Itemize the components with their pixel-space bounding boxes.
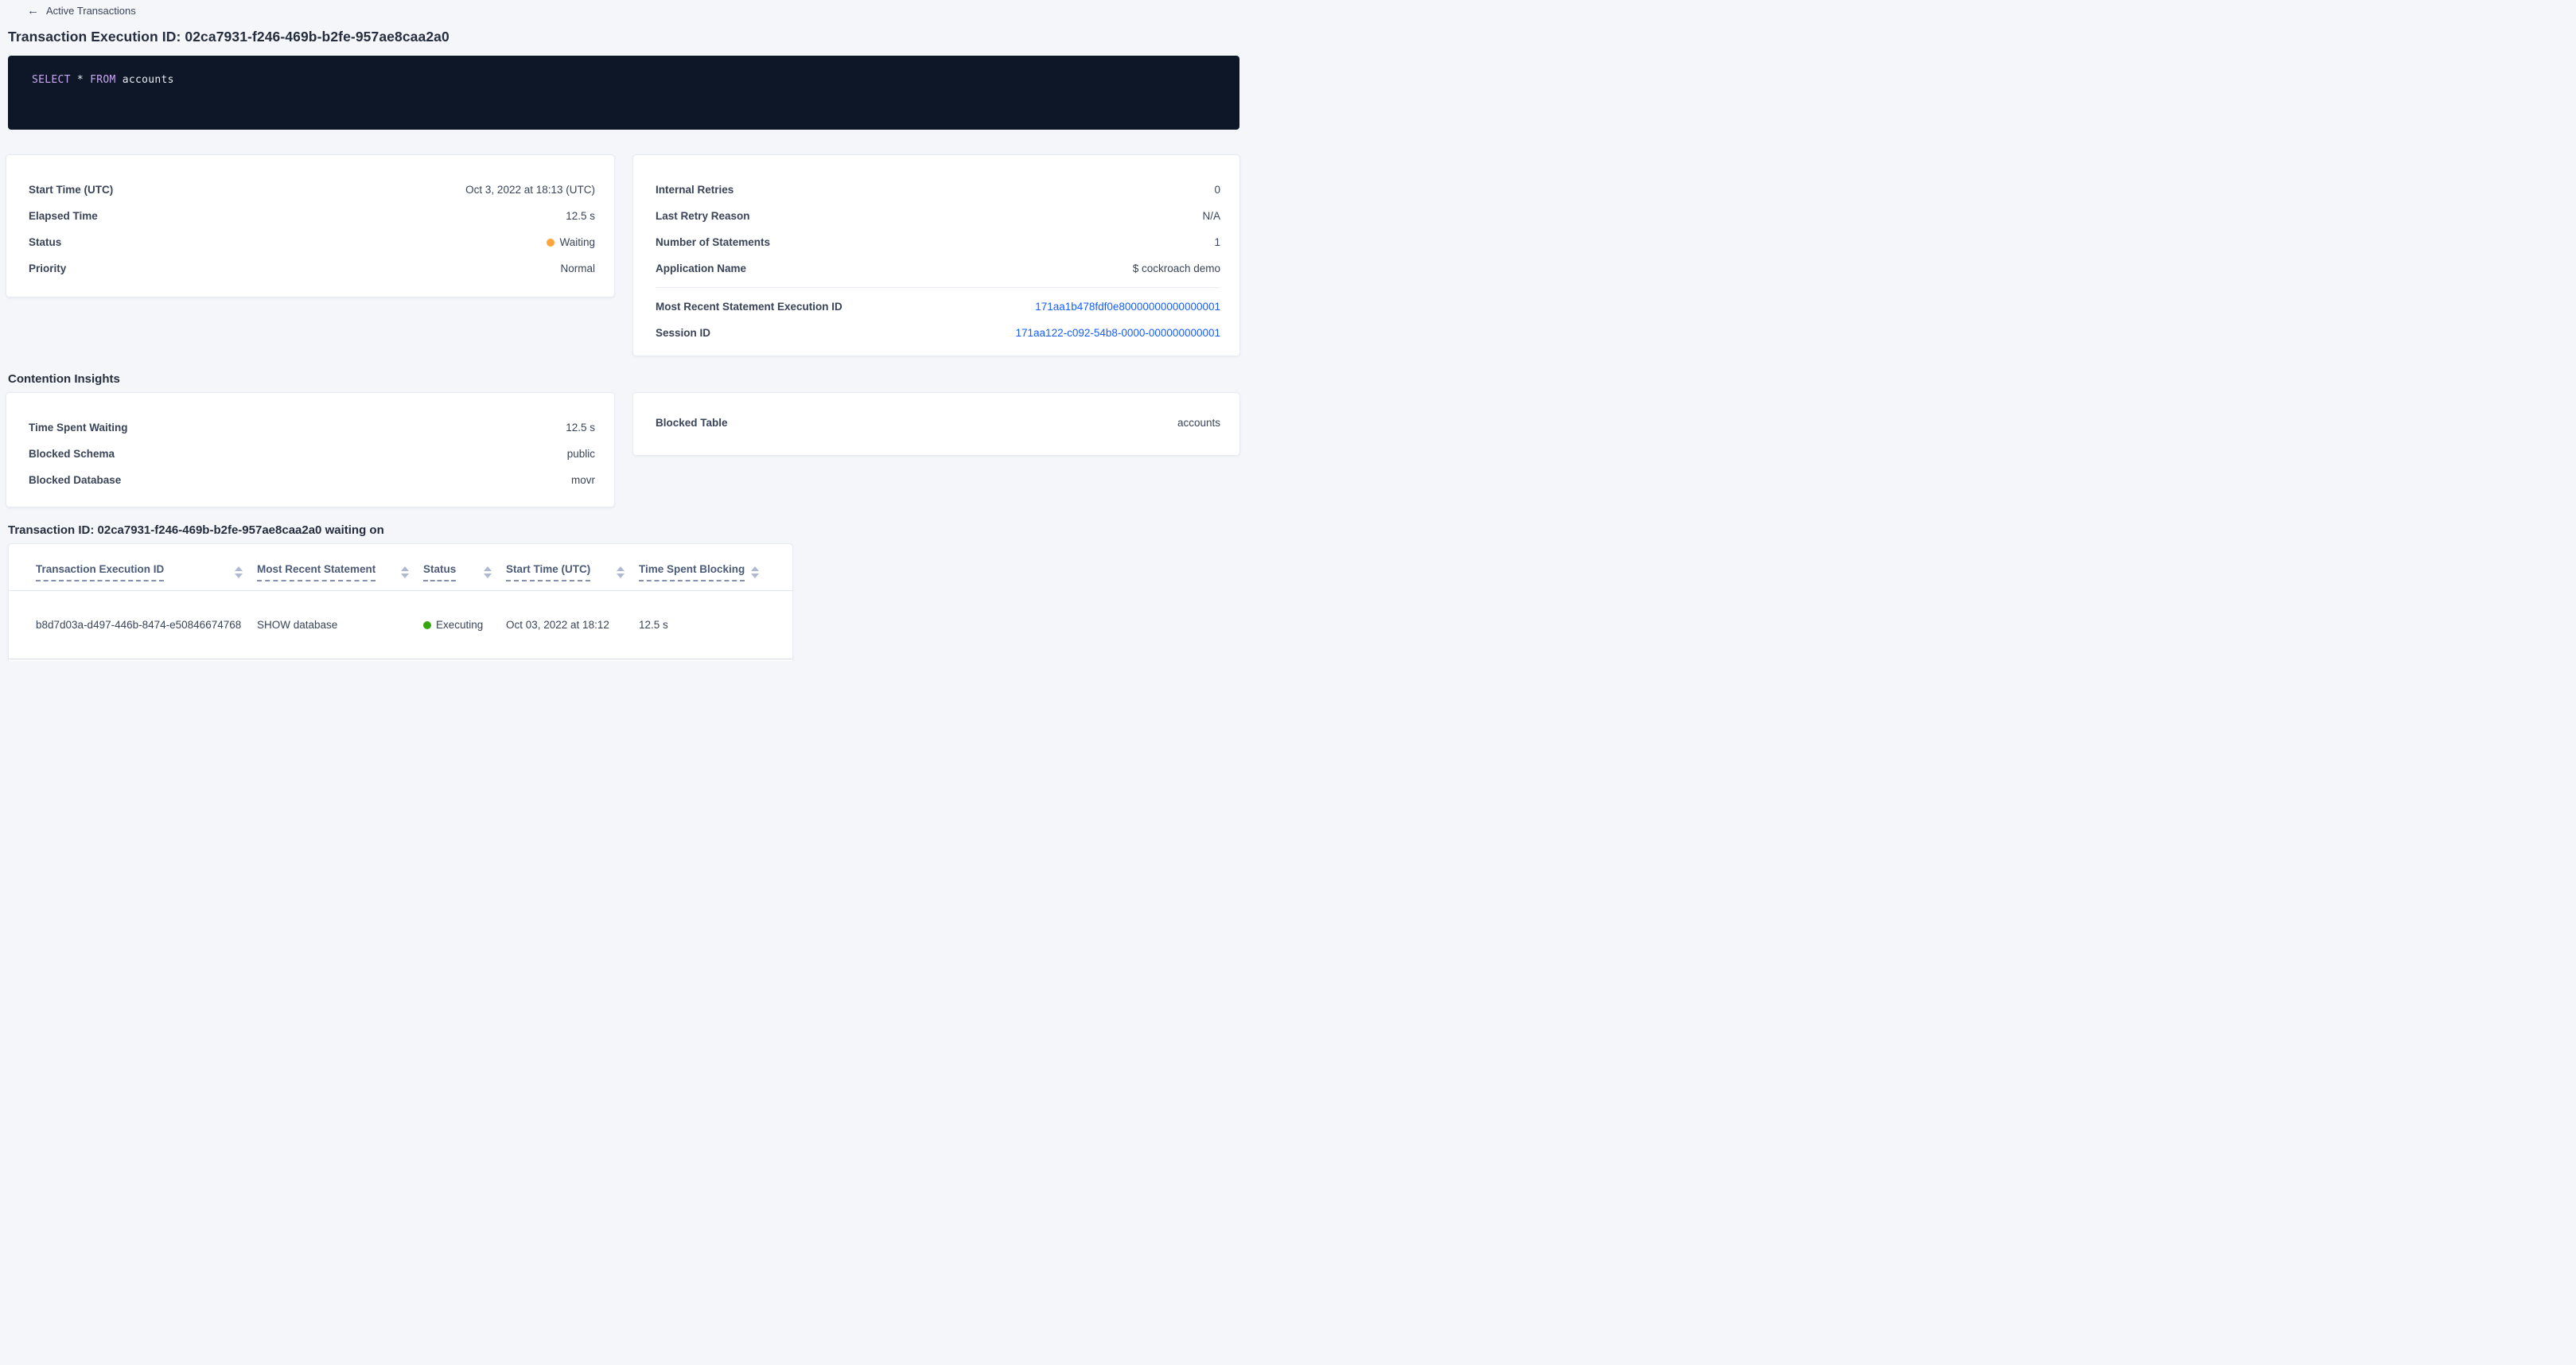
priority-value: Normal (560, 262, 595, 274)
session-id-label: Session ID (656, 327, 711, 339)
sql-statement-text: SELECT * FROM accounts (32, 74, 174, 86)
status-label: Status (29, 236, 62, 248)
page-title: Transaction Execution ID: 02ca7931-f246-… (8, 29, 449, 45)
column-header-start-time[interactable]: Start Time (UTC) (506, 563, 639, 581)
internal-retries-row: Internal Retries 0 (656, 177, 1220, 203)
last-retry-reason-value: N/A (1202, 210, 1220, 222)
internal-retries-value: 0 (1214, 184, 1220, 196)
sql-keyword-select: SELECT (32, 74, 71, 86)
breadcrumb: Active Transactions (46, 5, 136, 17)
statement-execution-id-row: Most Recent Statement Execution ID 171aa… (656, 294, 1220, 320)
contention-left-card: Time Spent Waiting 12.5 s Blocked Schema… (6, 392, 615, 508)
statement-execution-id-label: Most Recent Statement Execution ID (656, 301, 842, 313)
status-value: Waiting (547, 236, 595, 248)
cell-status: Executing (423, 619, 506, 631)
elapsed-time-row: Elapsed Time 12.5 s (29, 203, 595, 229)
executing-status-dot-icon (423, 620, 431, 629)
sql-statement-box: SELECT * FROM accounts (8, 56, 1239, 130)
sql-star: * (70, 74, 91, 86)
time-spent-waiting-value: 12.5 s (566, 422, 595, 434)
elapsed-time-label: Elapsed Time (29, 210, 98, 222)
contention-right-card: Blocked Table accounts (632, 392, 1240, 456)
table-row: b8d7d03a-d497-446b-8474-e50846674768 SHO… (9, 591, 792, 659)
time-spent-waiting-row: Time Spent Waiting 12.5 s (29, 414, 595, 441)
blocked-database-row: Blocked Database movr (29, 467, 595, 493)
time-spent-waiting-label: Time Spent Waiting (29, 422, 128, 434)
status-badge: Executing (436, 619, 484, 631)
contention-insights-heading: Contention Insights (8, 372, 120, 386)
application-name-label: Application Name (656, 262, 747, 274)
card-divider (656, 287, 1220, 288)
left-arrow-icon: ← (27, 4, 39, 18)
blocked-database-value: movr (571, 474, 595, 486)
elapsed-time-value: 12.5 s (566, 210, 595, 222)
contention-cards-row: Time Spent Waiting 12.5 s Blocked Schema… (6, 392, 1240, 508)
cell-most-recent-statement: SHOW database (257, 619, 338, 631)
status-row: Status Waiting (29, 229, 595, 255)
transaction-details-card: Internal Retries 0 Last Retry Reason N/A… (632, 154, 1240, 356)
blocked-database-label: Blocked Database (29, 474, 122, 486)
cell-start-time: Oct 03, 2022 at 18:12 (506, 619, 609, 631)
start-time-value: Oct 3, 2022 at 18:13 (UTC) (465, 184, 595, 196)
start-time-label: Start Time (UTC) (29, 184, 114, 196)
session-id-link[interactable]: 171aa122-c092-54b8-0000-000000000001 (1015, 327, 1220, 339)
blocked-schema-row: Blocked Schema public (29, 441, 595, 467)
cell-time-spent-blocking: 12.5 s (639, 619, 668, 631)
priority-row: Priority Normal (29, 255, 595, 282)
sort-arrows-icon[interactable] (235, 566, 243, 578)
waiting-on-heading: Transaction ID: 02ca7931-f246-469b-b2fe-… (8, 523, 384, 537)
blocked-schema-label: Blocked Schema (29, 448, 115, 460)
column-header-transaction-execution-id[interactable]: Transaction Execution ID (36, 563, 257, 581)
number-of-statements-row: Number of Statements 1 (656, 229, 1220, 255)
last-retry-reason-row: Last Retry Reason N/A (656, 203, 1220, 229)
sql-table-name: accounts (115, 74, 174, 86)
cell-transaction-execution-id: b8d7d03a-d497-446b-8474-e50846674768 (36, 619, 242, 631)
summary-cards-row: Start Time (UTC) Oct 3, 2022 at 18:13 (U… (6, 154, 1240, 356)
column-header-most-recent-statement[interactable]: Most Recent Statement (257, 563, 423, 581)
column-header-time-spent-blocking[interactable]: Time Spent Blocking (639, 563, 773, 581)
sort-arrows-icon[interactable] (401, 566, 409, 578)
statement-execution-id-link[interactable]: 171aa1b478fdf0e80000000000000001 (1035, 301, 1220, 313)
blocked-table-value: accounts (1177, 417, 1220, 429)
transaction-overview-card: Start Time (UTC) Oct 3, 2022 at 18:13 (U… (6, 154, 615, 298)
last-retry-reason-label: Last Retry Reason (656, 210, 750, 222)
number-of-statements-value: 1 (1214, 236, 1220, 248)
start-time-row: Start Time (UTC) Oct 3, 2022 at 18:13 (U… (29, 177, 595, 203)
sort-arrows-icon[interactable] (617, 566, 625, 578)
session-id-row: Session ID 171aa122-c092-54b8-0000-00000… (656, 320, 1220, 346)
number-of-statements-label: Number of Statements (656, 236, 771, 248)
waiting-on-table-header: Transaction Execution ID Most Recent Sta… (9, 544, 792, 591)
blocked-schema-value: public (566, 448, 595, 460)
waiting-on-table: Transaction Execution ID Most Recent Sta… (8, 543, 793, 661)
column-header-status[interactable]: Status (423, 563, 506, 581)
application-name-value: $ cockroach demo (1132, 262, 1220, 274)
sql-keyword-from: FROM (90, 74, 116, 86)
active-transaction-details-page: ← Active Transactions Transaction Execut… (0, 0, 1247, 661)
blocked-table-label: Blocked Table (656, 417, 728, 429)
application-name-row: Application Name $ cockroach demo (656, 255, 1220, 282)
blocked-table-row: Blocked Table accounts (656, 410, 1220, 436)
sort-arrows-icon[interactable] (751, 566, 759, 578)
sort-arrows-icon[interactable] (484, 566, 492, 578)
waiting-status-dot-icon (547, 238, 555, 247)
internal-retries-label: Internal Retries (656, 184, 734, 196)
priority-label: Priority (29, 262, 67, 274)
back-to-active-transactions-link[interactable]: ← Active Transactions (27, 5, 1247, 17)
status-badge: Waiting (559, 236, 595, 248)
